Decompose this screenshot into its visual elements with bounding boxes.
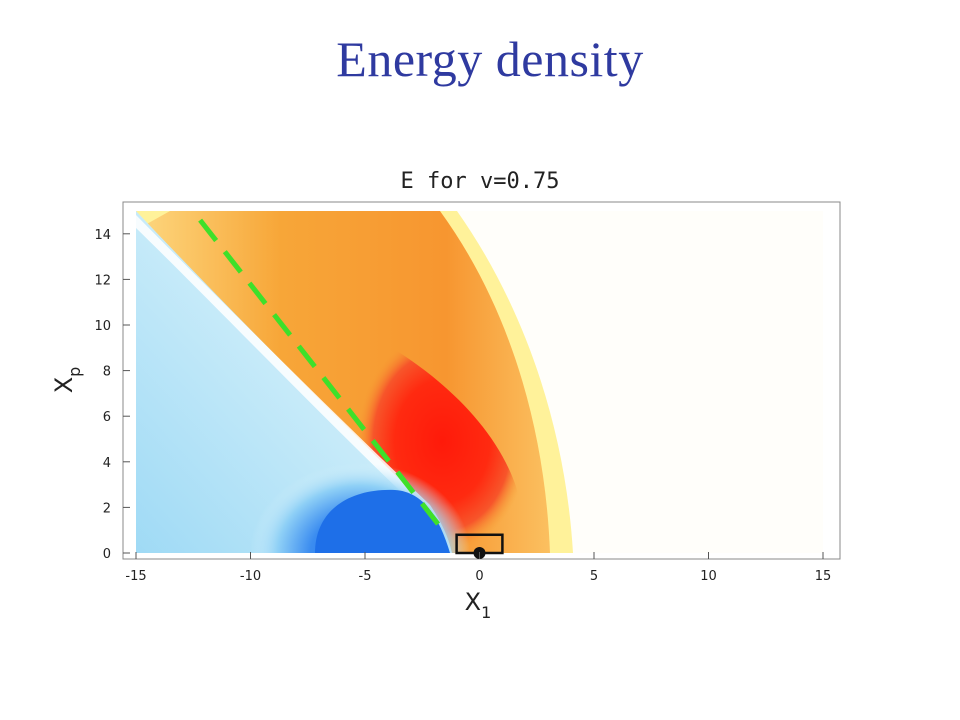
y-tick-label: 4: [103, 456, 111, 471]
y-tick-label: 0: [103, 547, 111, 562]
y-tick-label: 8: [103, 365, 111, 380]
x-tick-label: 0: [475, 569, 483, 584]
y-tick-label: 14: [94, 228, 111, 243]
y-tick-label: 6: [103, 410, 111, 425]
plot-area: -15 -10 -5 0 5 10 15 0 2 4 6 8 10 12 14 X1 Xp: [50, 201, 841, 622]
x-tick-label: 10: [700, 569, 717, 584]
dashed-line: [198, 218, 445, 532]
y-tick-label: 10: [94, 319, 111, 334]
region-white-band: [136, 215, 452, 553]
y-axis-label: Xp: [50, 367, 84, 394]
y-tick-label: 2: [103, 501, 111, 516]
x-axis-ticks: -15 -10 -5 0 5 10 15: [125, 552, 831, 584]
x-tick-label: 5: [590, 569, 598, 584]
x-tick-label: -15: [125, 569, 146, 584]
x-tick-label: 15: [815, 569, 832, 584]
y-axis-ticks: 0 2 4 6 8 10 12 14: [94, 228, 130, 562]
heatmap-field: [136, 211, 823, 553]
x-tick-label: -5: [359, 569, 372, 584]
plot-frame: [122, 201, 841, 560]
x-axis-label: X1: [465, 588, 492, 622]
x-tick-label: -10: [240, 569, 261, 584]
slide-title: Energy density: [336, 31, 644, 87]
y-tick-label: 12: [94, 273, 111, 288]
chart-title: E for v=0.75: [401, 169, 560, 194]
region-blue-solid: [315, 489, 450, 553]
